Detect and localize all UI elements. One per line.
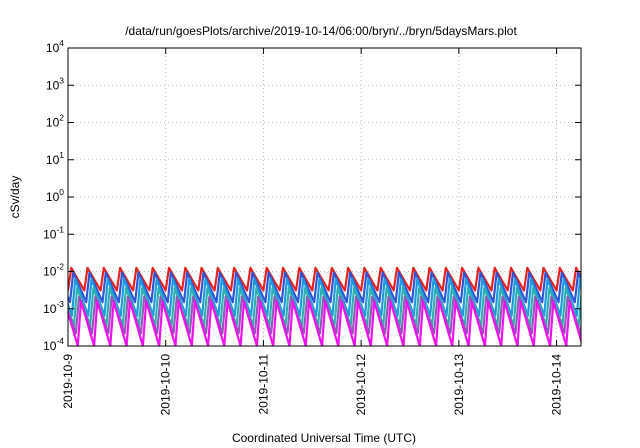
x-ticks: 2019-10-9 2019-10-10 2019-10-11 2019-10-12 2…: [61, 48, 564, 415]
x-axis-label: Coordinated Universal Time (UTC): [232, 431, 416, 445]
x-tick-label: 2019-10-13: [452, 354, 466, 416]
y-tick-label: 100: [46, 187, 64, 204]
x-tick-label: 2019-10-14: [550, 354, 564, 416]
y-axis-label: cSv/day: [8, 176, 22, 219]
x-tick-label: 2019-10-9: [61, 354, 75, 409]
y-tick-label: 101: [46, 150, 64, 167]
series-line: [68, 300, 581, 346]
x-tick-label: 2019-10-10: [159, 354, 173, 416]
chart-title: /data/run/goesPlots/archive/2019-10-14/0…: [125, 24, 517, 38]
series-line: [68, 271, 581, 304]
series-lines: [68, 266, 581, 346]
x-tick-label: 2019-10-12: [354, 354, 368, 416]
series-line: [68, 277, 581, 317]
y-tick-label: 10-1: [43, 224, 64, 241]
y-tick-label: 10-2: [43, 262, 64, 279]
y-tick-label: 103: [46, 75, 64, 92]
y-tick-label: 10-3: [43, 299, 64, 316]
x-tick-label: 2019-10-11: [256, 354, 270, 415]
y-ticks: 10-4 10-3 10-2 10-1 100 101 102 103 104: [43, 38, 581, 353]
y-tick-label: 104: [46, 38, 64, 55]
y-tick-label: 10-4: [43, 336, 64, 353]
y-tick-label: 102: [46, 113, 64, 130]
